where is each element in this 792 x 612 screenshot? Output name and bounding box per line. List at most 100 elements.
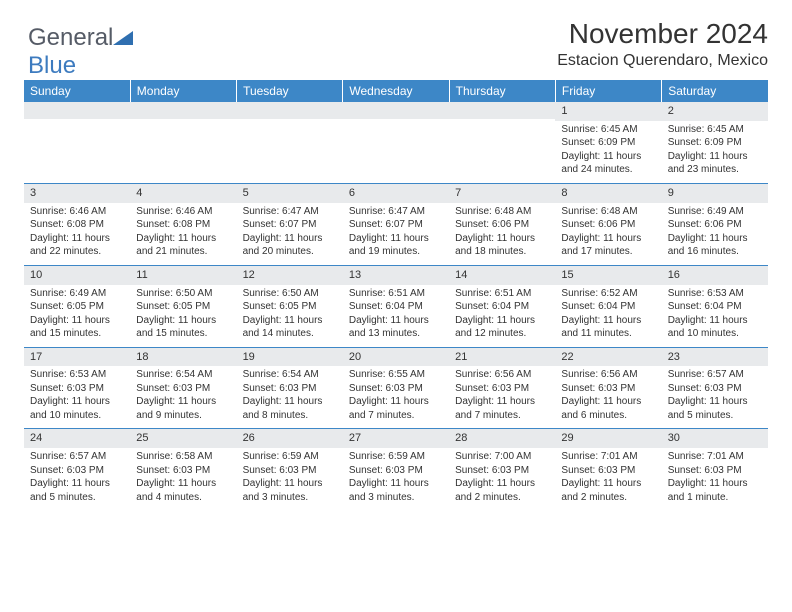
sunrise-text: Sunrise: 6:53 AM: [668, 287, 762, 301]
daylight-text: Daylight: 11 hours and 4 minutes.: [136, 477, 230, 504]
day-number: 11: [130, 266, 236, 285]
day-body: Sunrise: 6:55 AMSunset: 6:03 PMDaylight:…: [343, 366, 449, 428]
calendar-cell: 7Sunrise: 6:48 AMSunset: 6:06 PMDaylight…: [449, 183, 555, 265]
day-body: [24, 119, 130, 127]
day-body: Sunrise: 6:49 AMSunset: 6:05 PMDaylight:…: [24, 285, 130, 347]
sunset-text: Sunset: 6:03 PM: [30, 464, 124, 478]
day-number: [237, 102, 343, 119]
sunset-text: Sunset: 6:03 PM: [243, 464, 337, 478]
daylight-text: Daylight: 11 hours and 1 minute.: [668, 477, 762, 504]
daylight-text: Daylight: 11 hours and 13 minutes.: [349, 314, 443, 341]
day-number: 10: [24, 266, 130, 285]
sunrise-text: Sunrise: 6:47 AM: [349, 205, 443, 219]
calendar-cell: 16Sunrise: 6:53 AMSunset: 6:04 PMDayligh…: [662, 265, 768, 347]
day-body: Sunrise: 6:59 AMSunset: 6:03 PMDaylight:…: [343, 448, 449, 510]
calendar-week-row: 10Sunrise: 6:49 AMSunset: 6:05 PMDayligh…: [24, 265, 768, 347]
day-body: Sunrise: 6:50 AMSunset: 6:05 PMDaylight:…: [237, 285, 343, 347]
sunrise-text: Sunrise: 7:01 AM: [561, 450, 655, 464]
daylight-text: Daylight: 11 hours and 7 minutes.: [349, 395, 443, 422]
sunset-text: Sunset: 6:03 PM: [349, 464, 443, 478]
daylight-text: Daylight: 11 hours and 2 minutes.: [455, 477, 549, 504]
day-body: Sunrise: 6:47 AMSunset: 6:07 PMDaylight:…: [343, 203, 449, 265]
day-body: Sunrise: 6:45 AMSunset: 6:09 PMDaylight:…: [662, 121, 768, 183]
page-title: November 2024: [24, 18, 768, 50]
day-body: Sunrise: 6:56 AMSunset: 6:03 PMDaylight:…: [449, 366, 555, 428]
sunset-text: Sunset: 6:04 PM: [561, 300, 655, 314]
day-number: 24: [24, 429, 130, 448]
daylight-text: Daylight: 11 hours and 11 minutes.: [561, 314, 655, 341]
day-body: Sunrise: 6:56 AMSunset: 6:03 PMDaylight:…: [555, 366, 661, 428]
day-body: Sunrise: 6:54 AMSunset: 6:03 PMDaylight:…: [237, 366, 343, 428]
calendar-cell: 27Sunrise: 6:59 AMSunset: 6:03 PMDayligh…: [343, 429, 449, 510]
calendar-cell: 18Sunrise: 6:54 AMSunset: 6:03 PMDayligh…: [130, 347, 236, 429]
sunrise-text: Sunrise: 6:52 AM: [561, 287, 655, 301]
sunset-text: Sunset: 6:03 PM: [455, 464, 549, 478]
day-number: 29: [555, 429, 661, 448]
day-body: Sunrise: 6:59 AMSunset: 6:03 PMDaylight:…: [237, 448, 343, 510]
day-body: Sunrise: 6:46 AMSunset: 6:08 PMDaylight:…: [24, 203, 130, 265]
daylight-text: Daylight: 11 hours and 15 minutes.: [136, 314, 230, 341]
calendar-cell: 3Sunrise: 6:46 AMSunset: 6:08 PMDaylight…: [24, 183, 130, 265]
daylight-text: Daylight: 11 hours and 12 minutes.: [455, 314, 549, 341]
day-body: [130, 119, 236, 127]
day-number: 26: [237, 429, 343, 448]
calendar-cell: 5Sunrise: 6:47 AMSunset: 6:07 PMDaylight…: [237, 183, 343, 265]
day-number: 21: [449, 348, 555, 367]
sunrise-text: Sunrise: 6:48 AM: [455, 205, 549, 219]
daylight-text: Daylight: 11 hours and 23 minutes.: [668, 150, 762, 177]
sunset-text: Sunset: 6:03 PM: [455, 382, 549, 396]
sunset-text: Sunset: 6:05 PM: [136, 300, 230, 314]
daylight-text: Daylight: 11 hours and 20 minutes.: [243, 232, 337, 259]
day-number: 3: [24, 184, 130, 203]
day-number: 25: [130, 429, 236, 448]
day-header: Saturday: [662, 80, 768, 102]
sunrise-text: Sunrise: 6:46 AM: [136, 205, 230, 219]
sunset-text: Sunset: 6:07 PM: [243, 218, 337, 232]
day-number: 2: [662, 102, 768, 121]
calendar-cell: 23Sunrise: 6:57 AMSunset: 6:03 PMDayligh…: [662, 347, 768, 429]
calendar-week-row: 3Sunrise: 6:46 AMSunset: 6:08 PMDaylight…: [24, 183, 768, 265]
day-header: Friday: [555, 80, 661, 102]
location-label: Estacion Querendaro, Mexico: [24, 52, 768, 70]
sunrise-text: Sunrise: 6:59 AM: [243, 450, 337, 464]
sunrise-text: Sunrise: 6:56 AM: [561, 368, 655, 382]
day-number: 22: [555, 348, 661, 367]
sunrise-text: Sunrise: 6:51 AM: [455, 287, 549, 301]
day-body: Sunrise: 6:57 AMSunset: 6:03 PMDaylight:…: [24, 448, 130, 510]
calendar-table: Sunday Monday Tuesday Wednesday Thursday…: [24, 80, 768, 510]
sunset-text: Sunset: 6:08 PM: [30, 218, 124, 232]
calendar-cell: 9Sunrise: 6:49 AMSunset: 6:06 PMDaylight…: [662, 183, 768, 265]
daylight-text: Daylight: 11 hours and 3 minutes.: [349, 477, 443, 504]
sunset-text: Sunset: 6:03 PM: [136, 464, 230, 478]
sunset-text: Sunset: 6:05 PM: [243, 300, 337, 314]
day-number: 4: [130, 184, 236, 203]
daylight-text: Daylight: 11 hours and 14 minutes.: [243, 314, 337, 341]
day-body: Sunrise: 6:47 AMSunset: 6:07 PMDaylight:…: [237, 203, 343, 265]
calendar-cell: 2Sunrise: 6:45 AMSunset: 6:09 PMDaylight…: [662, 102, 768, 183]
calendar-week-row: 1Sunrise: 6:45 AMSunset: 6:09 PMDaylight…: [24, 102, 768, 183]
logo: General Blue: [28, 24, 135, 80]
sunrise-text: Sunrise: 6:53 AM: [30, 368, 124, 382]
calendar-cell: 10Sunrise: 6:49 AMSunset: 6:05 PMDayligh…: [24, 265, 130, 347]
sunset-text: Sunset: 6:03 PM: [668, 464, 762, 478]
day-body: Sunrise: 6:45 AMSunset: 6:09 PMDaylight:…: [555, 121, 661, 183]
daylight-text: Daylight: 11 hours and 2 minutes.: [561, 477, 655, 504]
sunset-text: Sunset: 6:06 PM: [455, 218, 549, 232]
logo-text-2: Blue: [28, 52, 76, 79]
day-number: 17: [24, 348, 130, 367]
sunrise-text: Sunrise: 7:01 AM: [668, 450, 762, 464]
day-number: 28: [449, 429, 555, 448]
day-body: Sunrise: 6:51 AMSunset: 6:04 PMDaylight:…: [449, 285, 555, 347]
calendar-cell: 13Sunrise: 6:51 AMSunset: 6:04 PMDayligh…: [343, 265, 449, 347]
day-body: Sunrise: 7:01 AMSunset: 6:03 PMDaylight:…: [662, 448, 768, 510]
day-number: 14: [449, 266, 555, 285]
day-body: [449, 119, 555, 127]
daylight-text: Daylight: 11 hours and 24 minutes.: [561, 150, 655, 177]
day-number: 16: [662, 266, 768, 285]
calendar-cell: 26Sunrise: 6:59 AMSunset: 6:03 PMDayligh…: [237, 429, 343, 510]
daylight-text: Daylight: 11 hours and 16 minutes.: [668, 232, 762, 259]
sunrise-text: Sunrise: 6:47 AM: [243, 205, 337, 219]
daylight-text: Daylight: 11 hours and 18 minutes.: [455, 232, 549, 259]
logo-triangle-icon: [113, 31, 135, 47]
calendar-cell: 30Sunrise: 7:01 AMSunset: 6:03 PMDayligh…: [662, 429, 768, 510]
